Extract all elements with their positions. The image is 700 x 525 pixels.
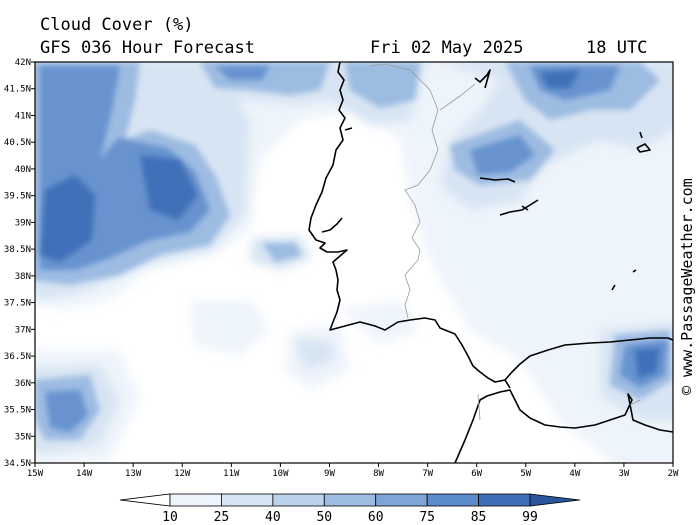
cloud-field [35,62,673,463]
colorbar-segment [478,493,531,507]
coastline [308,62,673,463]
map-title: Cloud Cover (%) [40,15,194,35]
lat-tick-label: 37.5N [4,299,31,309]
lat-tick-label: 36N [15,379,31,389]
lat-tick-label: 41N [15,111,31,121]
colorbar-max-arrow [529,493,581,507]
colorbar-segment [426,493,479,507]
lat-tick-label: 38N [15,272,31,282]
lat-tick-label: 36.5N [4,352,31,362]
lat-tick-label: 41.5N [4,85,31,95]
lon-tick-label: 15W [27,469,44,479]
colorbar-segment [272,493,325,507]
lat-tick-label: 38.5N [4,245,31,255]
lon-tick-label: 5W [520,469,531,479]
country-border [369,63,641,421]
colorbar-label: 25 [214,510,230,525]
colorbar: 10 25 40 50 60 75 85 99 [119,493,581,525]
colorbar-label: 85 [471,510,487,525]
lon-tick-label: 8W [373,469,384,479]
lat-tick-label: 40.5N [4,138,31,148]
lat-tick-label: 39.5N [4,192,31,202]
lat-tick-label: 39N [15,218,31,228]
longitude-axis: 15W 14W 13W 12W 11W 10W 9W 8W 7W 6W 5W 4W 3W 2W [27,463,679,479]
colorbar-label: 99 [522,510,538,525]
colorbar-segment [323,493,377,507]
colorbar-label: 60 [368,510,384,525]
lat-tick-label: 35.5N [4,406,31,416]
colorbar-segment [375,493,428,507]
lat-tick-label: 34.5N [4,459,31,469]
lon-tick-label: 3W [619,469,630,479]
lat-tick-label: 40N [15,165,31,175]
colorbar-label: 40 [265,510,281,525]
lon-tick-label: 11W [223,469,240,479]
colorbar-segment [169,493,222,507]
colorbar-label: 75 [419,510,435,525]
lon-tick-label: 7W [422,469,433,479]
colorbar-label: 10 [162,510,178,525]
lat-tick-label: 35N [15,432,31,442]
forecast-date: Fri 02 May 2025 [370,38,524,58]
latitude-axis: 42N 41.5N 41N 40.5N 40N 39.5N 39N 38.5N 38N 37.5N… [4,58,35,469]
forecast-model: GFS 036 Hour Forecast [40,38,255,58]
credit-watermark: © www.PassageWeather.com [678,178,696,395]
lat-tick-label: 37N [15,325,31,335]
colorbar-segment [221,493,274,507]
lon-tick-label: 2W [668,469,679,479]
lon-tick-label: 6W [471,469,482,479]
lon-tick-label: 4W [569,469,580,479]
colorbar-min-arrow [119,493,171,507]
lat-tick-label: 42N [15,58,31,68]
colorbar-label: 50 [316,510,332,525]
lon-tick-label: 9W [324,469,335,479]
lon-tick-label: 13W [125,469,142,479]
lon-tick-label: 14W [76,469,93,479]
forecast-time: 18 UTC [586,38,648,58]
map-frame [34,61,674,464]
lon-tick-label: 10W [272,469,289,479]
lon-tick-label: 12W [174,469,191,479]
